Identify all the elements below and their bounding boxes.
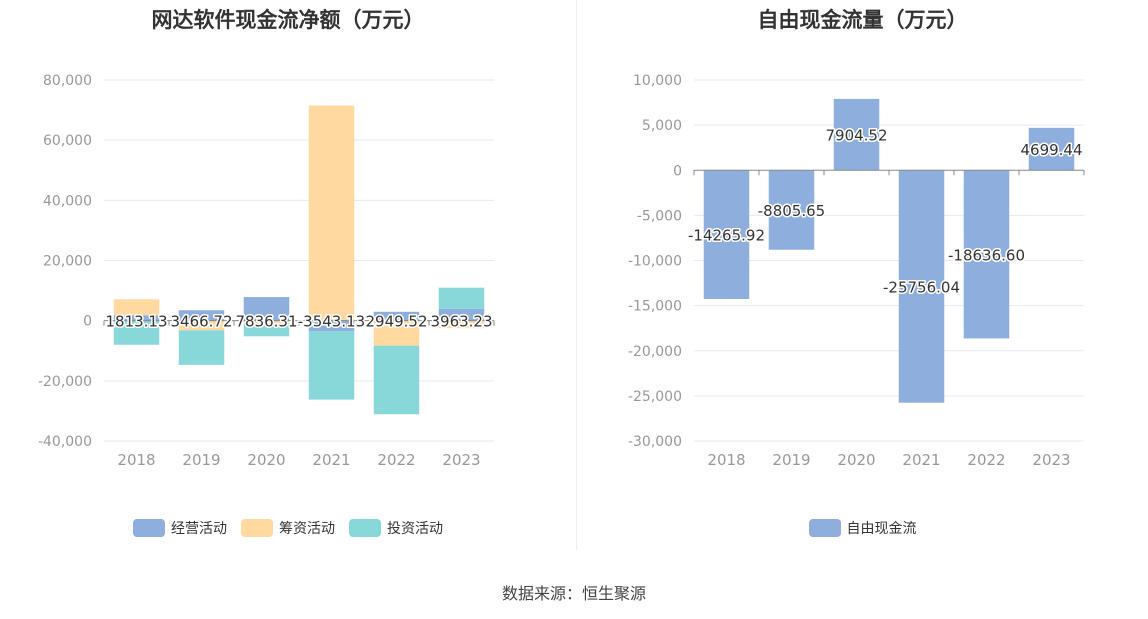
data-label: 1813.13 — [105, 313, 167, 331]
data-label: 3466.72 — [170, 313, 232, 331]
x-tick-label: 2020 — [837, 451, 875, 469]
bar — [438, 320, 485, 329]
y-tick-label: 60,000 — [43, 133, 92, 149]
bar — [373, 345, 420, 415]
legend-swatch — [241, 519, 273, 537]
bar — [178, 330, 225, 365]
bar — [113, 320, 160, 345]
bar — [898, 170, 945, 403]
y-tick-label: 40,000 — [43, 193, 92, 209]
y-tick-label: 0 — [83, 314, 92, 330]
data-label: -8805.65 — [758, 202, 825, 220]
y-tick-label: -25,000 — [628, 389, 682, 405]
bar — [308, 331, 355, 400]
data-label: -14265.92 — [688, 227, 765, 245]
legend-label: 经营活动 — [171, 521, 227, 537]
bar — [438, 287, 485, 309]
bar — [308, 105, 355, 321]
bar — [243, 323, 290, 337]
chart-title: 自由现金流量（万元） — [757, 8, 968, 32]
bar — [963, 170, 1010, 339]
cashflow-net-chart: 网达软件现金流净额（万元） 80,000 60,000 40,000 20,000 0 -… — [0, 8, 576, 538]
x-tick-label: 2023 — [442, 451, 480, 469]
legend-item[interactable]: 筹资活动 — [241, 518, 335, 538]
x-tick-label: 2021 — [902, 451, 940, 469]
x-tick-label: 2018 — [707, 451, 745, 469]
x-tick-label: 2020 — [247, 451, 285, 469]
y-tick-label: -5,000 — [637, 208, 682, 224]
y-tick-label: -15,000 — [628, 299, 682, 315]
bar — [1028, 127, 1075, 171]
bar — [243, 320, 290, 324]
bar — [373, 311, 420, 321]
bar — [373, 320, 420, 346]
data-label: -18636.60 — [948, 246, 1025, 264]
x-tick-label: 2023 — [1032, 451, 1070, 469]
x-tick-label: 2021 — [312, 451, 350, 469]
chart-legend: 经营活动 筹资活动 投资活动 — [0, 518, 576, 538]
x-tick-label: 2022 — [377, 451, 415, 469]
x-tick-label: 2019 — [182, 451, 220, 469]
y-tick-label: -30,000 — [628, 434, 682, 450]
y-tick-label: -20,000 — [628, 344, 682, 360]
chart-title: 网达软件现金流净额（万元） — [151, 8, 425, 32]
legend-label: 自由现金流 — [846, 521, 917, 537]
cashflow-net-chart-plot: 80,000 60,000 40,000 20,000 0 -20,000 -40,000 2… — [38, 73, 495, 469]
legend-swatch — [133, 519, 165, 537]
bar — [438, 308, 485, 321]
x-tick-label: 2018 — [117, 451, 155, 469]
bar — [113, 315, 160, 321]
y-tick-label: 5,000 — [642, 118, 682, 134]
x-tick-label: 2019 — [772, 451, 810, 469]
data-label: 4699.44 — [1020, 141, 1082, 159]
panel-divider — [576, 0, 577, 550]
data-label: 7904.52 — [825, 127, 887, 145]
bar — [178, 320, 225, 331]
y-tick-label: 20,000 — [43, 254, 92, 270]
legend-swatch — [808, 519, 841, 537]
legend-item[interactable]: 自由现金流 — [808, 518, 917, 538]
bar — [243, 297, 290, 321]
data-label: 3963.23 — [430, 313, 492, 331]
data-label: 2949.52 — [365, 313, 427, 331]
y-tick-label: -20,000 — [38, 374, 92, 390]
data-label: -25756.04 — [883, 278, 960, 296]
data-label: 7836.31 — [235, 313, 297, 331]
y-tick-label: -10,000 — [628, 254, 682, 270]
y-tick-label: -40,000 — [38, 434, 92, 450]
legend-swatch — [349, 519, 381, 537]
data-label: -3543.13 — [298, 313, 365, 331]
legend-item[interactable]: 经营活动 — [133, 518, 227, 538]
bar — [768, 170, 815, 250]
y-tick-label: 80,000 — [43, 73, 92, 89]
free-cashflow-chart: 自由现金流量（万元） 10,000 5,000 0 -5,000 -10,000 -15,… — [577, 0, 1148, 619]
legend-item[interactable]: 投资活动 — [349, 518, 443, 538]
bar — [178, 310, 225, 321]
bar — [113, 299, 160, 316]
free-cashflow-chart-plot: 10,000 5,000 0 -5,000 -10,000 -15,000 -20,000 -… — [628, 73, 1085, 469]
data-source: 数据来源：恒生聚源 — [501, 584, 646, 603]
y-tick-label: 0 — [673, 163, 682, 179]
legend-label: 筹资活动 — [279, 521, 335, 537]
legend-label: 投资活动 — [387, 521, 443, 537]
x-tick-label: 2022 — [967, 451, 1005, 469]
bar — [703, 170, 750, 299]
chart-legend: 自由现金流 — [577, 518, 1148, 538]
y-tick-label: 10,000 — [633, 73, 682, 89]
bar — [308, 320, 355, 332]
bar — [833, 98, 880, 171]
